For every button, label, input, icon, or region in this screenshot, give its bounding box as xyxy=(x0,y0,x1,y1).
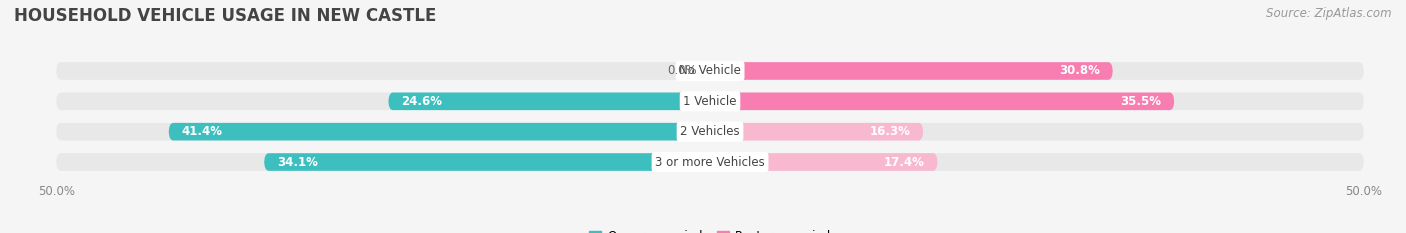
FancyBboxPatch shape xyxy=(56,153,1364,171)
Text: 3 or more Vehicles: 3 or more Vehicles xyxy=(655,155,765,168)
FancyBboxPatch shape xyxy=(169,123,710,140)
FancyBboxPatch shape xyxy=(56,123,1364,140)
Text: Source: ZipAtlas.com: Source: ZipAtlas.com xyxy=(1267,7,1392,20)
Text: 1 Vehicle: 1 Vehicle xyxy=(683,95,737,108)
FancyBboxPatch shape xyxy=(710,62,1112,80)
FancyBboxPatch shape xyxy=(710,123,924,140)
Text: No Vehicle: No Vehicle xyxy=(679,65,741,78)
Legend: Owner-occupied, Renter-occupied: Owner-occupied, Renter-occupied xyxy=(585,225,835,233)
FancyBboxPatch shape xyxy=(710,153,938,171)
Text: 17.4%: 17.4% xyxy=(883,155,925,168)
Text: 35.5%: 35.5% xyxy=(1121,95,1161,108)
Text: 41.4%: 41.4% xyxy=(181,125,222,138)
FancyBboxPatch shape xyxy=(56,93,1364,110)
Text: 30.8%: 30.8% xyxy=(1059,65,1099,78)
Text: 34.1%: 34.1% xyxy=(277,155,318,168)
FancyBboxPatch shape xyxy=(710,93,1174,110)
Text: 2 Vehicles: 2 Vehicles xyxy=(681,125,740,138)
Text: HOUSEHOLD VEHICLE USAGE IN NEW CASTLE: HOUSEHOLD VEHICLE USAGE IN NEW CASTLE xyxy=(14,7,436,25)
Text: 24.6%: 24.6% xyxy=(402,95,443,108)
Text: 0.0%: 0.0% xyxy=(668,65,697,78)
FancyBboxPatch shape xyxy=(264,153,710,171)
Text: 16.3%: 16.3% xyxy=(869,125,910,138)
FancyBboxPatch shape xyxy=(56,62,1364,80)
FancyBboxPatch shape xyxy=(388,93,710,110)
